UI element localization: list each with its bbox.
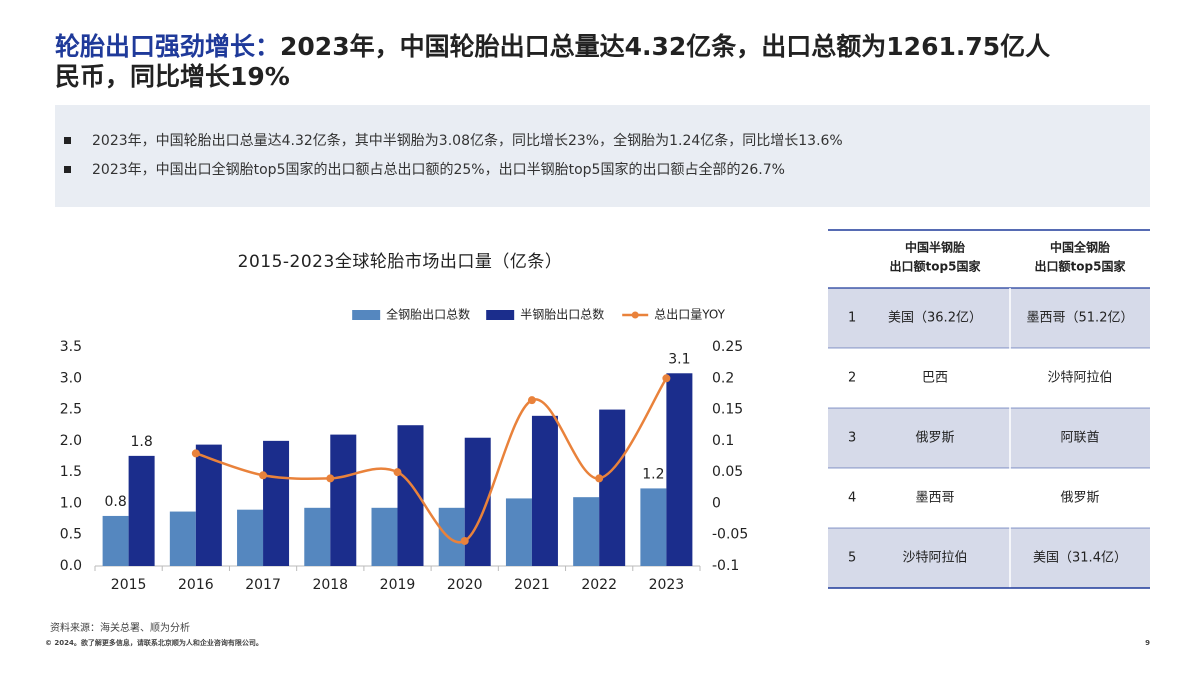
bar xyxy=(304,507,331,566)
legend-swatch xyxy=(352,310,381,320)
copyright: © 2024。欲了解更多信息，请联系北京顺为人和企业咨询有限公司。 xyxy=(45,638,263,647)
bullet-text: 2023年，中国轮胎出口总量达4.32亿条，其中半钢胎为3.08亿条，同比增长2… xyxy=(92,132,843,149)
table-header: 中国半钢胎 xyxy=(905,240,965,255)
y-tick-label: 0.0 xyxy=(60,558,82,574)
legend-swatch xyxy=(631,311,639,319)
table-cell: 阿联酋 xyxy=(1060,430,1099,446)
table-cell: 美国（36.2亿） xyxy=(888,311,982,326)
title-line: 2023年，中国轮胎出口总量达4.32亿条，出口总额为1261.75亿人 xyxy=(280,32,1050,61)
bullet-icon xyxy=(64,166,71,173)
line-point xyxy=(595,474,604,483)
bar xyxy=(102,515,129,566)
bar xyxy=(505,498,532,566)
data-label: 3.1 xyxy=(668,351,690,367)
line-point xyxy=(662,374,671,383)
y2-tick-label: 0.2 xyxy=(712,370,734,386)
bar xyxy=(128,455,155,566)
table-cell: 3 xyxy=(848,431,856,446)
legend-swatch xyxy=(486,310,515,320)
bullet-icon xyxy=(64,137,71,144)
title-lead: 轮胎出口强劲增长： xyxy=(55,32,280,61)
table-cell: 沙特阿拉伯 xyxy=(902,551,967,566)
summary-box xyxy=(55,105,1150,207)
data-label: 0.8 xyxy=(104,494,126,510)
table-row-bg xyxy=(828,288,1150,348)
table-cell: 美国（31.4亿） xyxy=(1033,551,1127,566)
data-label: 1.8 xyxy=(130,434,152,450)
table-cell: 沙特阿拉伯 xyxy=(1047,371,1112,386)
bar xyxy=(438,507,465,566)
table-cell: 巴西 xyxy=(922,371,948,386)
line-point xyxy=(527,396,536,405)
title-line: 民币，同比增长19% xyxy=(55,62,290,91)
data-label: 1.2 xyxy=(642,466,664,482)
y2-tick-label: 0 xyxy=(712,495,721,511)
legend-label: 总出口量YOY xyxy=(654,308,725,322)
table-header: 出口额top5国家 xyxy=(890,259,982,274)
table-cell: 4 xyxy=(848,491,856,506)
bar xyxy=(263,440,290,566)
chart-title: 2015-2023全球轮胎市场出口量（亿条） xyxy=(238,252,563,272)
y2-tick-label: -0.05 xyxy=(712,527,748,543)
bar xyxy=(371,507,398,566)
source: 资料来源：海关总署、顺为分析 xyxy=(50,621,190,634)
table-header: 中国全钢胎 xyxy=(1050,240,1110,255)
page-number: 9 xyxy=(1145,639,1150,647)
y-tick-label: 1.0 xyxy=(60,495,82,511)
slide-title: 轮胎出口强劲增长：2023年，中国轮胎出口总量达4.32亿条，出口总额为1261… xyxy=(55,32,1050,61)
bar xyxy=(666,373,693,566)
x-tick-label: 2022 xyxy=(581,577,617,593)
x-tick-label: 2020 xyxy=(447,577,483,593)
line-point xyxy=(259,471,268,480)
y-tick-label: 0.5 xyxy=(60,527,82,543)
legend-label: 全钢胎出口总数 xyxy=(386,307,470,322)
x-tick-label: 2017 xyxy=(245,577,281,593)
bar xyxy=(237,509,264,566)
bar xyxy=(195,444,222,566)
table-cell: 墨西哥 xyxy=(915,491,954,506)
x-tick-label: 2019 xyxy=(380,577,416,593)
table-cell: 墨西哥（51.2亿） xyxy=(1027,311,1134,326)
y-tick-label: 1.5 xyxy=(60,464,82,480)
table-cell: 俄罗斯 xyxy=(915,431,954,446)
table-row-bg xyxy=(828,408,1150,468)
bar xyxy=(599,409,626,566)
y-tick-label: 2.0 xyxy=(60,433,82,449)
y-tick-label: 2.5 xyxy=(60,402,82,418)
legend-label: 半钢胎出口总数 xyxy=(520,307,604,322)
line-point xyxy=(393,468,402,477)
y-tick-label: 3.5 xyxy=(60,339,82,355)
x-tick-label: 2018 xyxy=(312,577,348,593)
table-cell: 5 xyxy=(848,551,856,566)
line-point xyxy=(326,474,335,483)
table-header: 出口额top5国家 xyxy=(1035,259,1127,274)
bar xyxy=(573,497,600,566)
line-point xyxy=(191,449,200,458)
table-cell: 2 xyxy=(848,371,856,386)
y2-tick-label: 0.15 xyxy=(712,402,743,418)
table-cell: 1 xyxy=(848,311,856,326)
bullet-text: 2023年，中国出口全钢胎top5国家的出口额占总出口额的25%，出口半钢胎to… xyxy=(92,161,785,178)
bar xyxy=(330,434,357,566)
x-tick-label: 2021 xyxy=(514,577,550,593)
x-tick-label: 2015 xyxy=(111,577,147,593)
x-tick-label: 2016 xyxy=(178,577,214,593)
bar xyxy=(531,415,558,566)
y2-tick-label: 0.05 xyxy=(712,464,743,480)
y2-tick-label: -0.1 xyxy=(712,558,739,574)
y-tick-label: 3.0 xyxy=(60,370,82,386)
y2-tick-label: 0.25 xyxy=(712,339,743,355)
table-cell: 俄罗斯 xyxy=(1060,491,1099,506)
bar xyxy=(169,511,196,566)
table-row-bg xyxy=(828,528,1150,588)
x-tick-label: 2023 xyxy=(649,577,685,593)
bar xyxy=(640,488,667,566)
y2-tick-label: 0.1 xyxy=(712,433,734,449)
line-point xyxy=(460,536,469,545)
